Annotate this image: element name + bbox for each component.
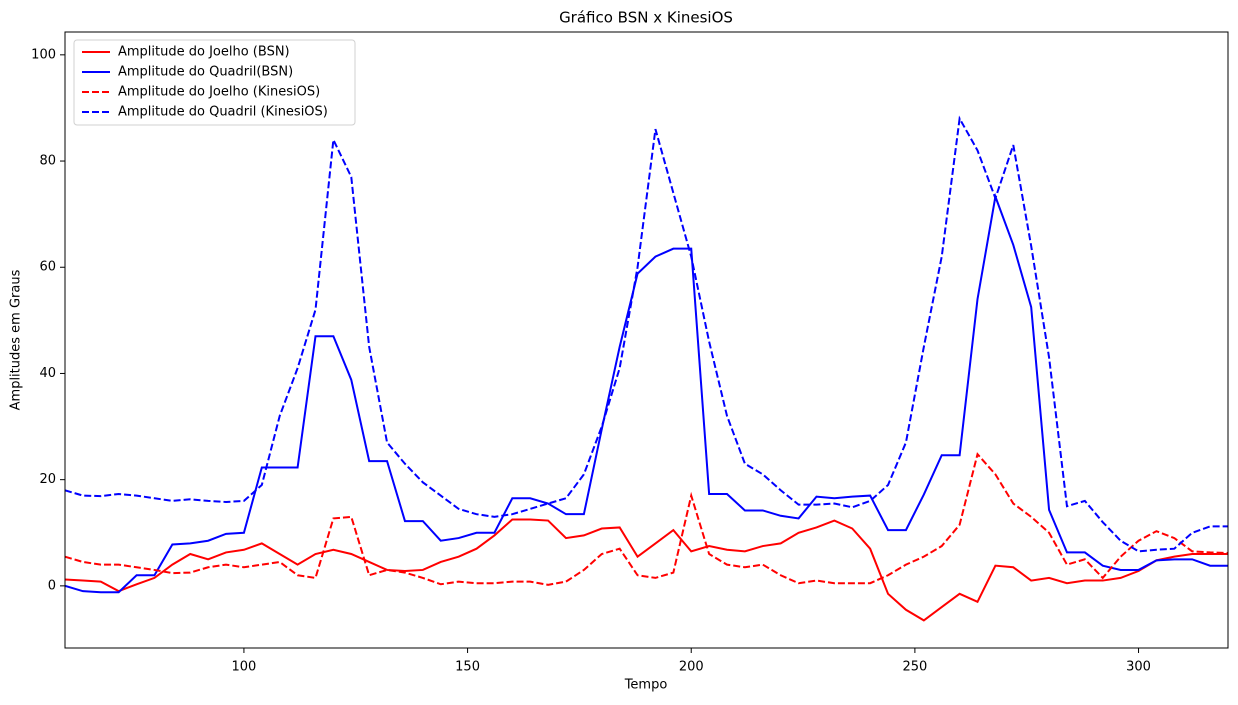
x-tick-label: 150: [455, 660, 480, 675]
data-line: [65, 192, 1228, 594]
y-tick-label: 20: [39, 472, 56, 487]
x-tick-label: 100: [232, 660, 257, 675]
y-axis-label: Amplitudes em Graus: [9, 269, 24, 410]
plot-frame: [64, 31, 1229, 649]
legend-label: Amplitude do Quadril(BSN): [118, 65, 293, 80]
legend-label: Amplitude do Quadril (KinesiOS): [118, 105, 328, 120]
y-tick-label: 0: [48, 578, 56, 593]
chart-title: Gráfico BSN x KinesiOS: [559, 9, 733, 27]
y-tick-label: 100: [31, 47, 56, 62]
legend-box: [73, 39, 356, 126]
data-line: [65, 518, 1228, 622]
y-tick-label: 60: [39, 260, 56, 275]
legend-label: Amplitude do Joelho (BSN): [118, 45, 290, 60]
y-tick-label: 40: [39, 366, 56, 381]
data-line: [65, 115, 1228, 553]
x-tick-label: 250: [902, 660, 927, 675]
data-line: [65, 452, 1228, 586]
legend-label: Amplitude do Joelho (KinesiOS): [118, 85, 320, 100]
x-tick-label: 300: [1126, 660, 1151, 675]
y-tick-label: 80: [39, 154, 56, 169]
x-axis-label: Tempo: [624, 678, 668, 693]
x-tick-label: 200: [679, 660, 704, 675]
